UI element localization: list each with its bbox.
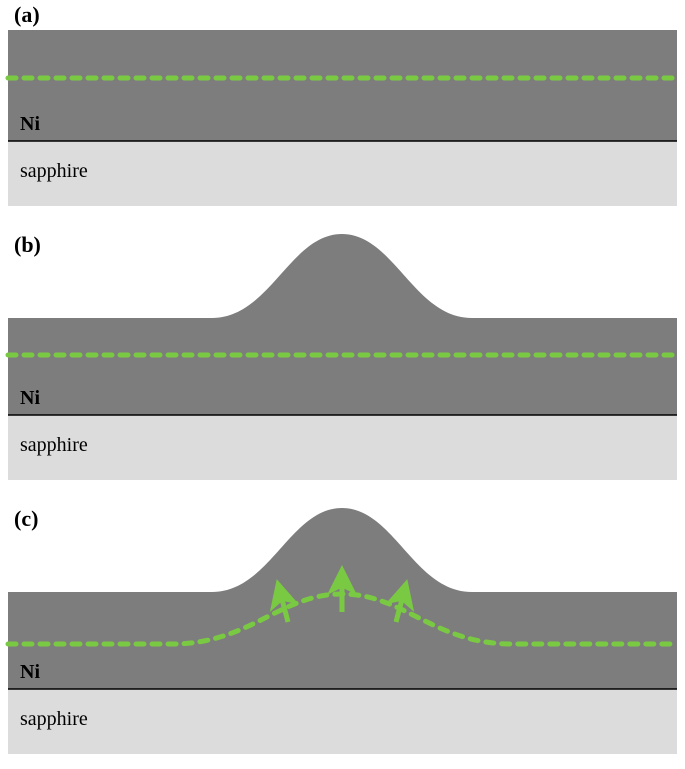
ni-label: Ni bbox=[20, 661, 40, 684]
panel-c-svg bbox=[0, 504, 685, 754]
sapphire-layer bbox=[8, 415, 677, 480]
panel-a: (a) Ni sapphire bbox=[0, 0, 685, 206]
panel-b-svg bbox=[0, 230, 685, 480]
panel-b: (b) Ni sapphire bbox=[0, 230, 685, 480]
sapphire-label: sapphire bbox=[20, 160, 88, 183]
sapphire-label: sapphire bbox=[20, 434, 88, 457]
ni-label: Ni bbox=[20, 113, 40, 136]
ni-layer bbox=[8, 30, 677, 141]
sapphire-label: sapphire bbox=[20, 708, 88, 731]
panel-label-b: (b) bbox=[14, 232, 41, 258]
sapphire-layer bbox=[8, 689, 677, 754]
panel-a-svg bbox=[0, 0, 685, 206]
panel-label-a: (a) bbox=[14, 2, 40, 28]
panel-c: (c) Ni sapphire bbox=[0, 504, 685, 754]
ni-layer bbox=[8, 234, 677, 415]
panel-label-c: (c) bbox=[14, 506, 38, 532]
ni-label: Ni bbox=[20, 387, 40, 410]
sapphire-layer bbox=[8, 141, 677, 206]
